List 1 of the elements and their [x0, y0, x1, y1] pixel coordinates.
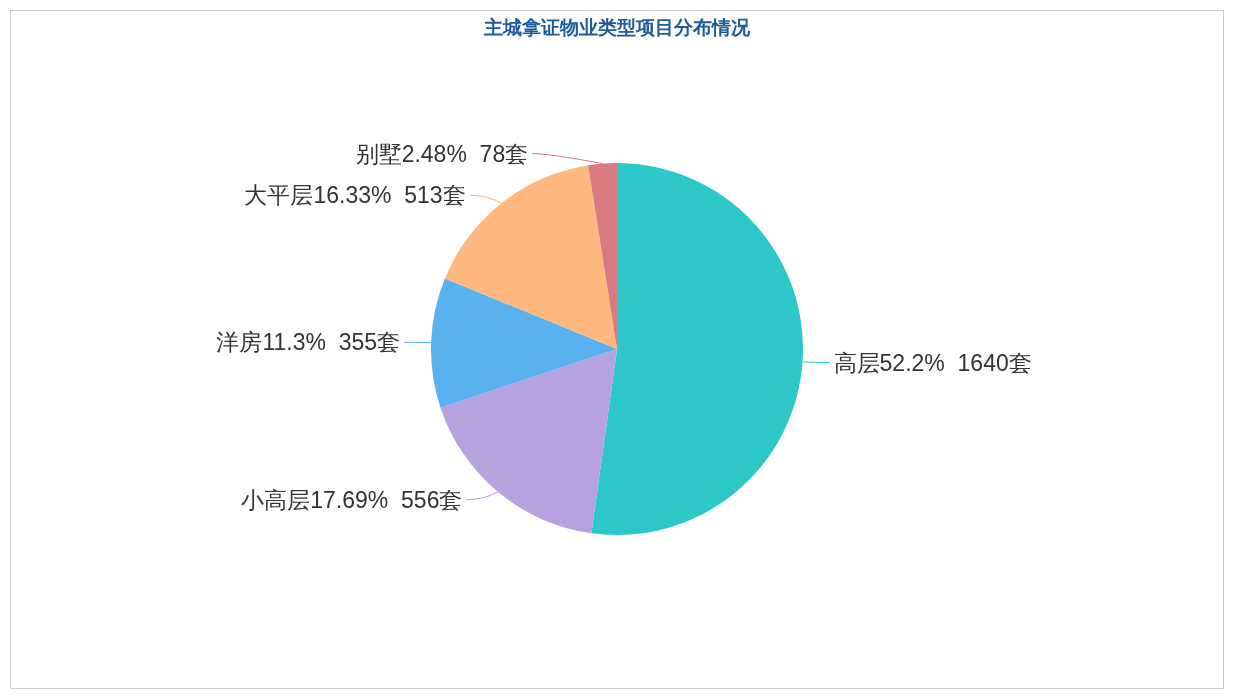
title: 主城拿证物业类型项目分布情况: [484, 16, 750, 38]
